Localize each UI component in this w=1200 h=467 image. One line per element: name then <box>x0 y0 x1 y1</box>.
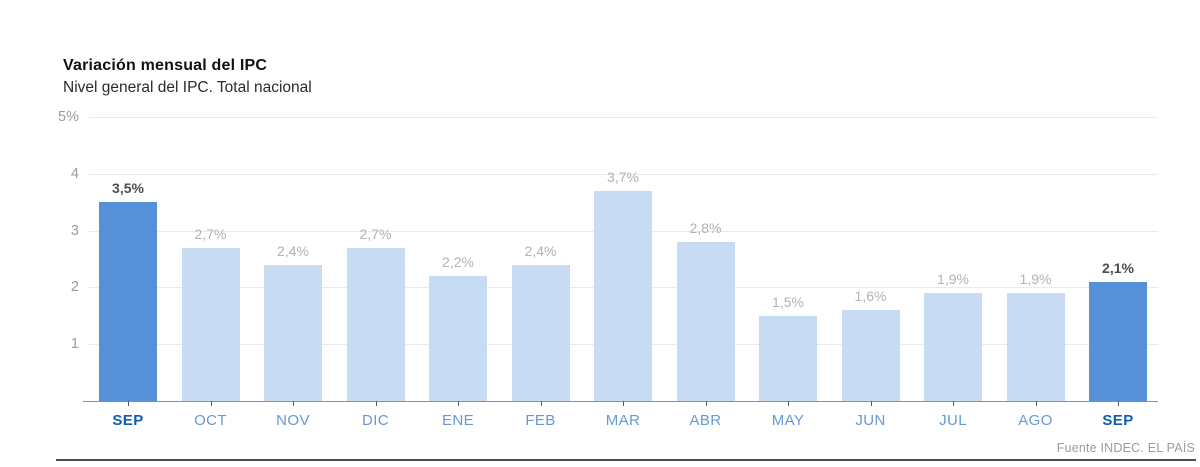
bar-oct-1 <box>181 247 240 401</box>
bar-sep-0 <box>99 202 157 401</box>
x-axis-tick <box>128 401 129 406</box>
x-axis-tick <box>293 401 294 406</box>
y-axis-tick-label: 5% <box>58 109 79 125</box>
footer-divider <box>56 459 1196 461</box>
bar-value-label: 2,2% <box>442 254 474 271</box>
x-axis-tick <box>210 401 212 406</box>
x-axis-label-ene: ENE <box>441 412 475 429</box>
y-axis-tick-label: 1 <box>70 336 79 353</box>
gridline <box>89 173 1158 175</box>
x-axis-label-sep: SEP <box>112 412 144 429</box>
bar-value-label: 3,7% <box>607 168 639 185</box>
bar-dic-3 <box>346 247 405 401</box>
bar-value-label: 1,9% <box>937 271 969 288</box>
x-axis-label-nov: NOV <box>276 412 310 429</box>
bar-ago-11 <box>1006 293 1065 401</box>
x-axis-label-abr: ABR <box>689 412 722 429</box>
x-axis-tick <box>458 401 459 406</box>
x-axis-tick <box>623 401 624 406</box>
y-axis-tick-label: 2 <box>70 279 79 296</box>
bar-value-label: 1,6% <box>854 288 887 305</box>
x-axis-tick <box>375 401 377 406</box>
x-axis-label-mar: MAR <box>605 412 641 429</box>
bar-jun-9 <box>841 310 900 401</box>
x-axis-label-jun: JUN <box>855 412 886 429</box>
x-axis-label-feb: FEB <box>525 412 556 429</box>
source-credit: Fuente INDEC. EL PAÍS <box>1056 441 1195 455</box>
x-axis-label-jul: JUL <box>939 412 967 429</box>
x-axis-label-may: MAY <box>771 412 805 429</box>
y-axis-tick-label: 3 <box>70 222 79 239</box>
x-axis-tick <box>870 401 872 406</box>
plot-area: 5% 4 3 2 1 3,5% SEP 2,7% OCT 2,4% NOV 2,7% DIC 2,2% EN… <box>58 109 1158 429</box>
x-axis-tick <box>1118 401 1119 406</box>
x-axis-label-ago: AGO <box>1018 412 1053 429</box>
bar-ene-4 <box>429 276 487 401</box>
bar-feb-5 <box>511 264 570 401</box>
x-axis-tick <box>953 401 954 406</box>
bar-jul-10 <box>924 293 982 401</box>
gridline <box>89 117 1158 118</box>
bar-value-label: 3,5% <box>112 180 144 197</box>
bar-mar-6 <box>594 190 652 401</box>
bar-value-label: 1,5% <box>772 293 804 310</box>
bar-value-label: 2,8% <box>689 219 722 236</box>
bar-value-label: 2,7% <box>359 225 392 242</box>
bar-sep-12 <box>1089 281 1147 401</box>
bar-nov-2 <box>264 264 322 401</box>
bar-value-label: 2,1% <box>1102 259 1134 276</box>
bar-value-label: 1,9% <box>1019 271 1052 288</box>
bar-value-label: 2,7% <box>194 225 227 242</box>
chart-subtitle: Nivel general del IPC. Total nacional <box>63 79 312 96</box>
chart-title: Variación mensual del IPC <box>63 57 268 74</box>
x-axis-tick <box>540 401 542 406</box>
y-axis-tick-label: 4 <box>70 165 79 182</box>
x-axis-label-oct: OCT <box>194 412 227 429</box>
x-axis-tick <box>705 401 707 406</box>
x-axis-tick <box>788 401 789 406</box>
bar-abr-7 <box>676 241 735 401</box>
x-axis-tick <box>1035 401 1037 406</box>
bar-value-label: 2,4% <box>524 242 557 259</box>
x-axis-label-dic: DIC <box>361 412 390 429</box>
bar-value-label: 2,4% <box>277 242 309 259</box>
bar-may-8 <box>759 315 817 401</box>
x-axis-label-sep: SEP <box>1102 412 1134 429</box>
